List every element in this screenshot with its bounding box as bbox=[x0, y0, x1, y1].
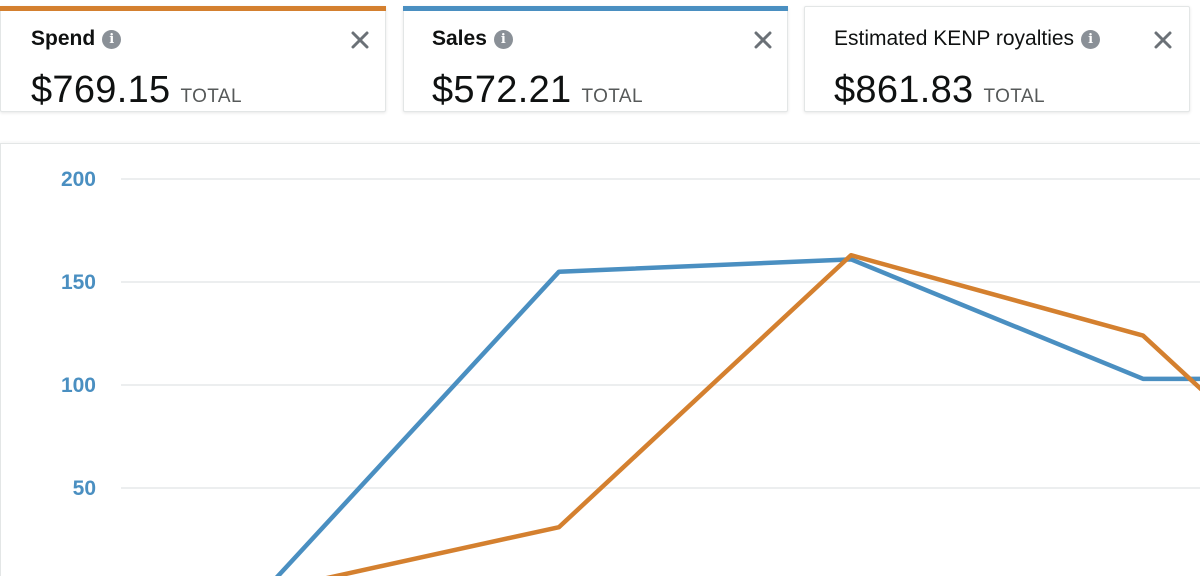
card-accent-bar bbox=[0, 6, 386, 11]
chart-panel: 200 150 100 50 bbox=[0, 143, 1200, 576]
card-total-label: TOTAL bbox=[581, 86, 643, 107]
card-title: Sales i bbox=[432, 27, 513, 51]
metric-card-sales[interactable]: Sales i $572.21 TOTAL bbox=[403, 6, 788, 112]
card-amount: $861.83 bbox=[834, 69, 974, 111]
card-total-label: TOTAL bbox=[180, 86, 242, 107]
metric-card-spend[interactable]: Spend i $769.15 TOTAL bbox=[0, 6, 386, 112]
info-icon[interactable]: i bbox=[493, 29, 513, 49]
line-chart: 200 150 100 50 bbox=[61, 168, 1200, 576]
card-accent-bar bbox=[403, 6, 788, 11]
card-value: $769.15 TOTAL bbox=[31, 69, 242, 112]
card-amount: $572.21 bbox=[432, 69, 572, 111]
close-icon[interactable] bbox=[752, 29, 774, 51]
info-icon[interactable]: i bbox=[1081, 29, 1101, 49]
card-title: Estimated KENP royalties i bbox=[834, 27, 1101, 51]
card-amount: $769.15 bbox=[31, 69, 171, 111]
card-title-label: Estimated KENP royalties bbox=[834, 27, 1075, 50]
y-tick-label: 100 bbox=[61, 374, 96, 397]
card-value: $861.83 TOTAL bbox=[834, 69, 1045, 112]
info-icon[interactable]: i bbox=[102, 29, 122, 49]
y-tick-label: 200 bbox=[61, 168, 96, 191]
y-tick-label: 50 bbox=[73, 477, 96, 500]
card-value: $572.21 TOTAL bbox=[432, 69, 643, 112]
metric-card-kenp-royalties[interactable]: Estimated KENP royalties i $861.83 TOTAL bbox=[804, 6, 1190, 112]
card-title-label: Spend bbox=[31, 27, 96, 50]
y-tick-label: 150 bbox=[61, 271, 96, 294]
series-line-0 bbox=[274, 257, 1200, 576]
card-total-label: TOTAL bbox=[983, 86, 1045, 107]
close-icon[interactable] bbox=[1152, 29, 1174, 51]
card-title-label: Sales bbox=[432, 27, 487, 50]
card-title: Spend i bbox=[31, 27, 122, 51]
series-line-1 bbox=[325, 252, 1200, 576]
close-icon[interactable] bbox=[349, 29, 371, 51]
